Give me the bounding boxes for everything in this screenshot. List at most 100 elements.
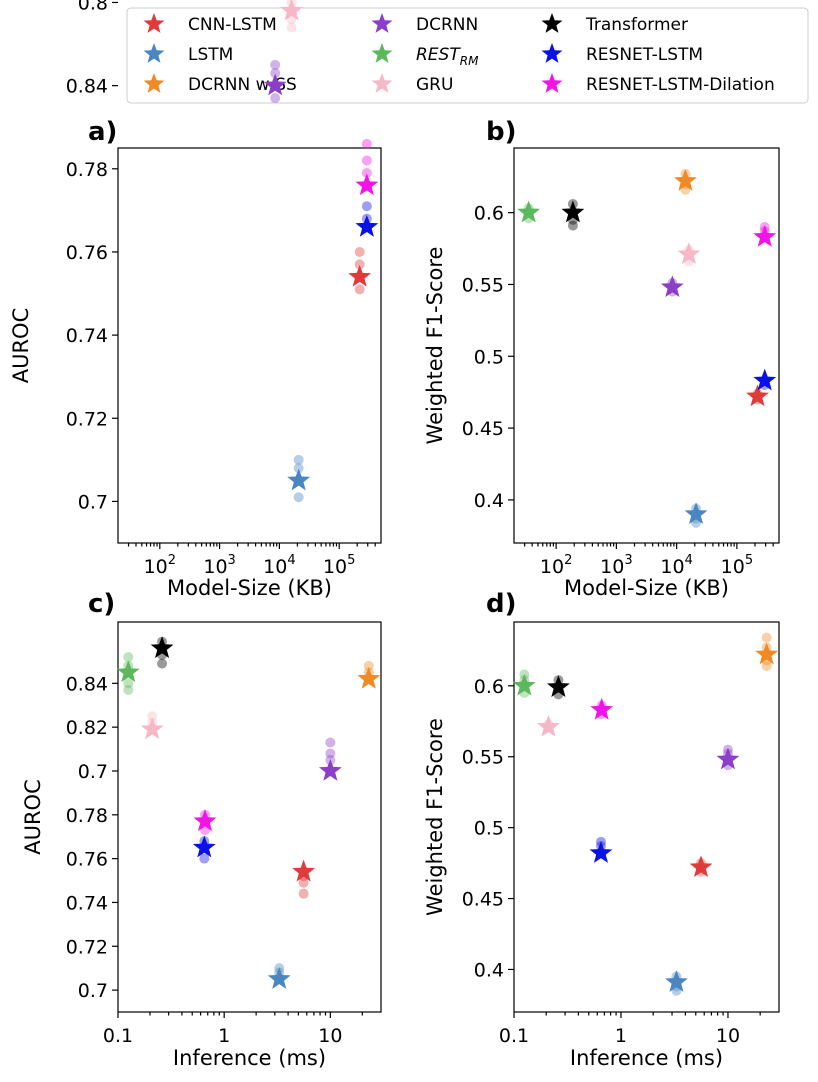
- point-resnet-lstm-dilation: [193, 809, 217, 836]
- x-tick-label: 10: [716, 1025, 740, 1047]
- legend-star-icon: [371, 13, 393, 33]
- y-tick-label: 0.5: [474, 818, 504, 840]
- run-point: [363, 660, 374, 671]
- x-axis-title: Inference (ms): [173, 1046, 326, 1070]
- run-point: [361, 155, 372, 166]
- mean-star: [590, 697, 614, 720]
- x-tick-label: 1: [615, 1025, 627, 1047]
- legend-label: RESTRM: [416, 45, 479, 68]
- x-tick-label: 104: [263, 553, 295, 578]
- run-point: [147, 711, 158, 722]
- run-point: [567, 220, 578, 231]
- y-tick-label: 0.6: [474, 676, 504, 698]
- point-dcrnn-w-ss: [755, 632, 779, 671]
- mean-star: [267, 967, 291, 989]
- point-rest-rm: [517, 200, 541, 224]
- point-cnn-lstm: [292, 859, 316, 899]
- y-tick-label: 0.7: [78, 761, 108, 783]
- mean-star: [355, 173, 379, 196]
- legend-item-cnn-lstm: CNN-LSTM: [143, 13, 277, 35]
- x-tick-label: 103: [600, 553, 632, 578]
- x-tick-label: 105: [721, 553, 753, 578]
- mean-star: [674, 169, 697, 191]
- run-point: [361, 201, 372, 212]
- legend-frame: [126, 7, 809, 104]
- point-resnet-lstm-dilation: [355, 138, 379, 196]
- mean-star: [150, 636, 174, 658]
- y-tick-label: 0.84: [66, 673, 108, 695]
- legend-item-resnet-lstm: RESNET-LSTM: [541, 43, 703, 65]
- mean-star: [753, 225, 777, 247]
- y-tick-label: 0.7: [78, 491, 108, 513]
- point-cnn-lstm: [689, 855, 713, 878]
- run-point: [270, 93, 281, 104]
- y-axis-title: Weighted F1-Score: [423, 718, 447, 916]
- x-tick-label: 1: [218, 1025, 230, 1047]
- x-tick-label: 0.1: [499, 1025, 529, 1047]
- mean-star: [689, 855, 713, 878]
- mean-star: [280, 0, 304, 21]
- y-tick-label: 0.72: [66, 936, 108, 958]
- legend-label: DCRNN: [416, 15, 478, 35]
- x-tick-label: 0.1: [103, 1025, 133, 1047]
- mean-star: [140, 717, 164, 740]
- y-tick-label: 0.76: [66, 849, 108, 871]
- run-point: [123, 678, 134, 689]
- y-tick-label: 0.55: [462, 747, 504, 769]
- run-point: [298, 877, 309, 888]
- run-point: [354, 246, 365, 257]
- panel-label: d): [486, 589, 517, 619]
- run-point: [361, 167, 372, 178]
- point-lstm: [287, 454, 311, 503]
- legend-star-icon: [143, 13, 165, 33]
- y-tick-label: 0.74: [66, 892, 108, 914]
- mean-star: [753, 368, 777, 391]
- mean-star: [677, 242, 701, 264]
- x-axis-title: Inference (ms): [570, 1046, 723, 1070]
- point-dcrnn-w-ss: [674, 168, 697, 195]
- point-cnn-lstm: [348, 246, 372, 295]
- run-point: [293, 492, 304, 503]
- run-point: [286, 22, 297, 33]
- legend-label: RESNET-LSTM: [586, 45, 703, 65]
- x-tick-label: 105: [323, 553, 355, 578]
- mean-star: [348, 264, 372, 287]
- point-gru: [280, 0, 304, 33]
- x-tick-label: 103: [203, 553, 235, 578]
- point-cnn-lstm: [746, 384, 769, 407]
- panel-c: c) 0.1 1 10 0.7 0.72 0.74 0.76 0.78 0.7 0.82 0.84 In…: [21, 589, 382, 1070]
- point-rest-rm: [116, 652, 140, 695]
- run-point: [325, 748, 336, 759]
- legend-item-transformer: Transformer: [541, 13, 688, 35]
- run-point: [270, 59, 281, 70]
- mean-star: [546, 675, 570, 697]
- x-axis-title: Model-Size (KB): [564, 576, 729, 600]
- legend-label: LSTM: [188, 45, 233, 65]
- point-resnet-lstm: [192, 835, 216, 864]
- y-tick-label: 0.8: [78, 0, 108, 14]
- x-tick-label: 10: [318, 1025, 342, 1047]
- mean-star: [512, 673, 536, 696]
- y-tick-label: 0.5: [474, 346, 504, 368]
- y-axis-title: AUROC: [21, 779, 45, 855]
- point-dcrnn: [660, 275, 684, 298]
- legend-label: CNN-LSTM: [188, 15, 277, 35]
- x-axis-title: Model-Size (KB): [167, 576, 332, 600]
- mean-star: [716, 747, 740, 770]
- legend-item-gru: GRU: [371, 73, 453, 95]
- run-point: [361, 138, 372, 149]
- run-point: [270, 68, 281, 79]
- mean-star: [318, 758, 342, 781]
- mean-star: [660, 275, 684, 298]
- point-gru: [677, 242, 701, 267]
- panel-label: c): [88, 589, 115, 619]
- y-tick-label: 0.82: [66, 717, 108, 739]
- mean-star: [263, 73, 287, 96]
- panel-b: b) 102 103 104 105 0.4 0.45 0.5 0.55 0.6 Model-Siz…: [423, 117, 780, 600]
- point-dcrnn: [263, 59, 287, 104]
- mean-star: [755, 642, 779, 665]
- y-axis-title: AUROC: [9, 308, 33, 384]
